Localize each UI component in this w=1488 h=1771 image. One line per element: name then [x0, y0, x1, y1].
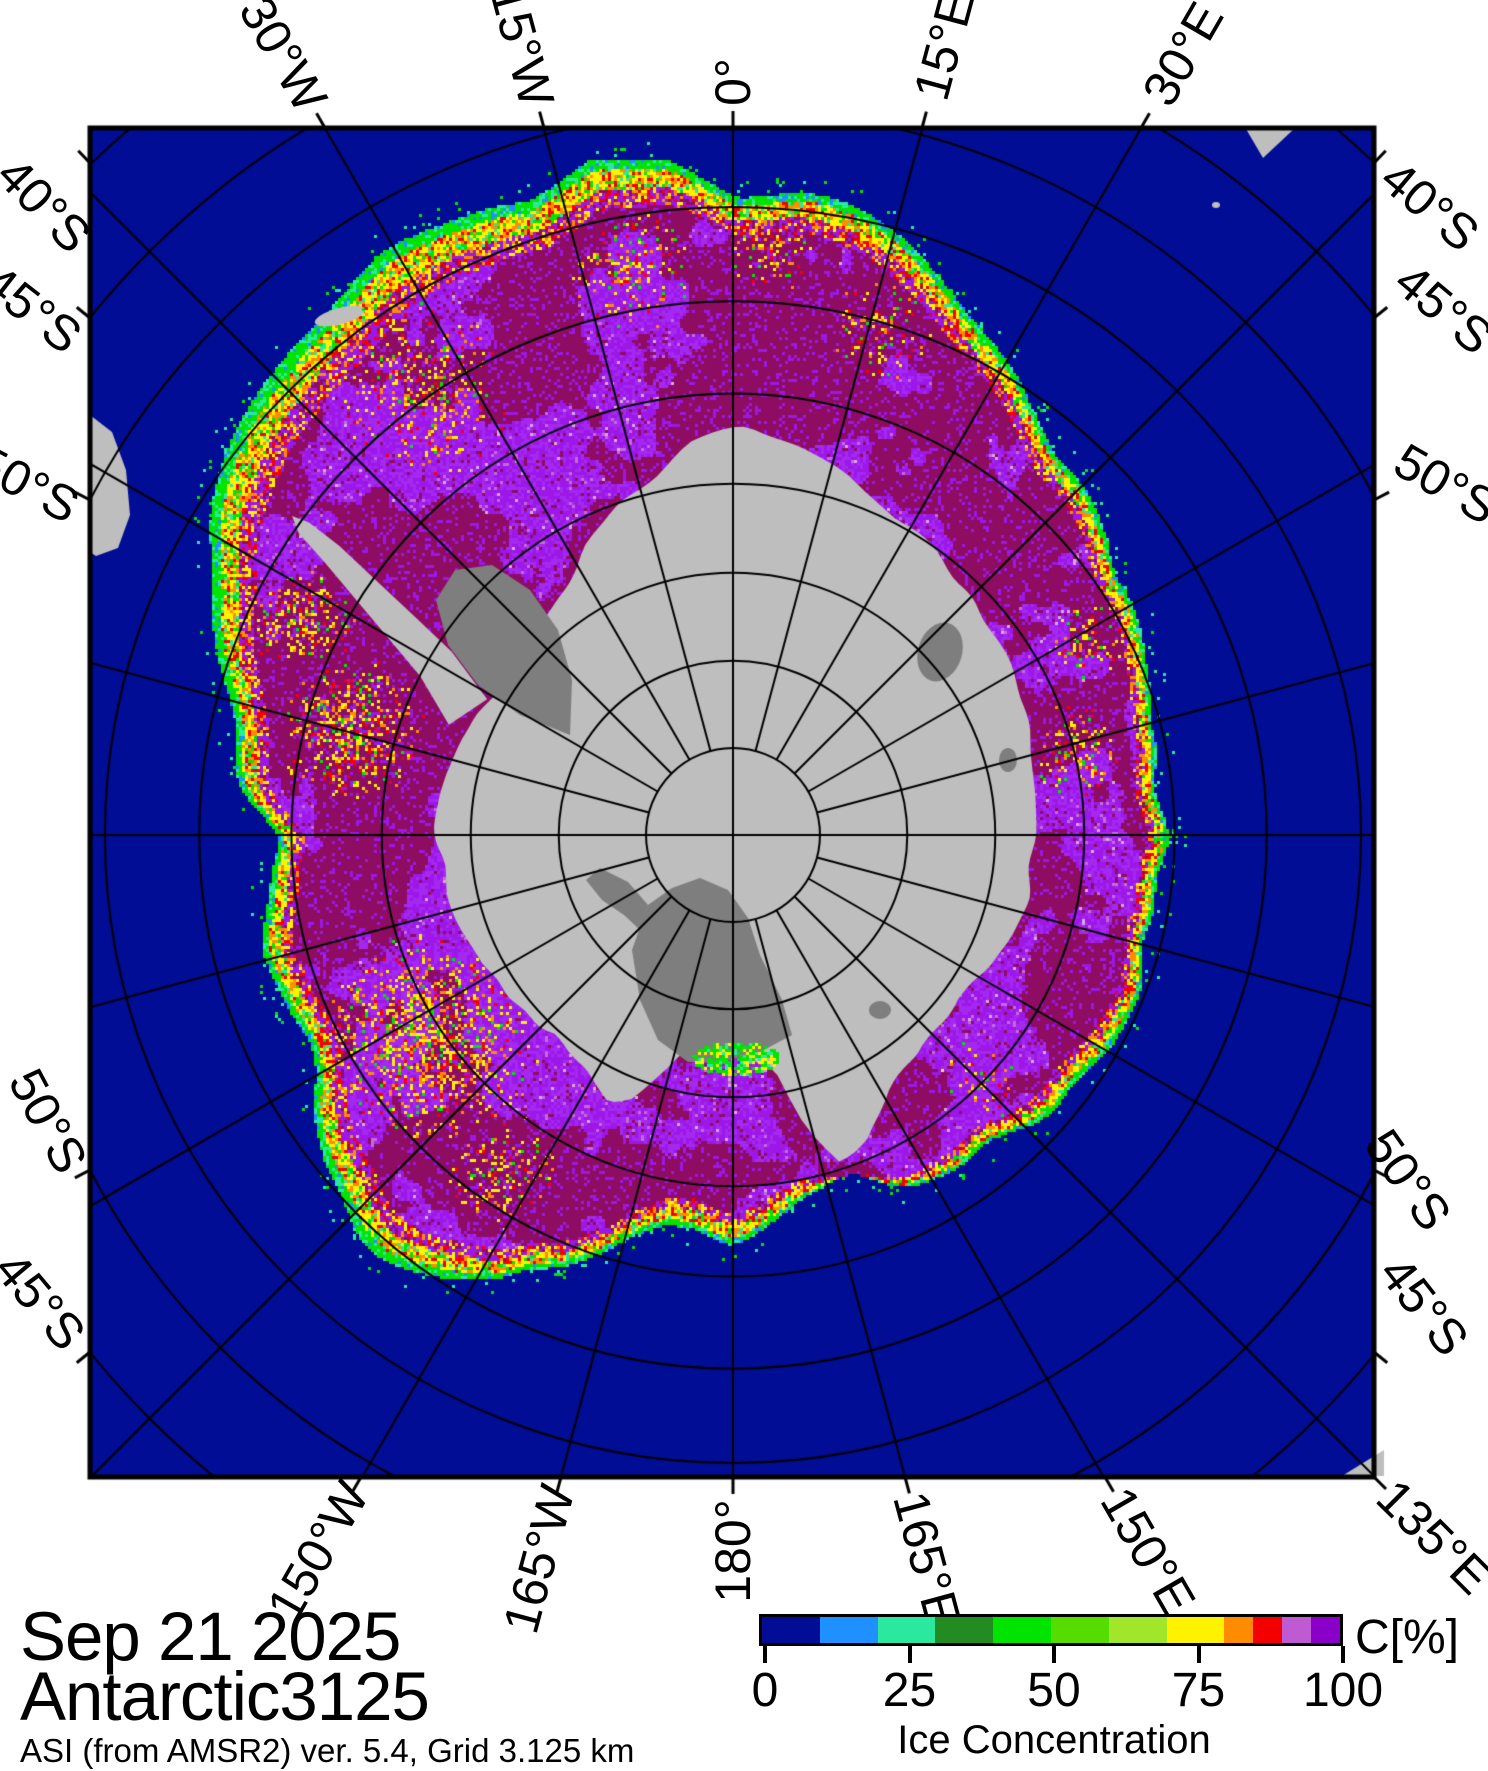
colorbar-segment: [819, 1617, 878, 1643]
colorbar-unit-label: C[%]: [1355, 1611, 1460, 1664]
colorbar-segment: [1108, 1617, 1167, 1643]
colorbar: [759, 1614, 1343, 1646]
date-title: Sep 21 2025: [20, 1598, 401, 1675]
colorbar-segment: [1282, 1617, 1312, 1643]
colorbar-tick: [1196, 1646, 1201, 1663]
colorbar-segment: [935, 1617, 994, 1643]
colorbar-tick: [1052, 1646, 1056, 1663]
colorbar-segment: [1253, 1617, 1283, 1643]
colorbar-segment: [1224, 1617, 1254, 1643]
source-caption: ASI (from AMSR2) ver. 5.4, Grid 3.125 km: [20, 1732, 635, 1769]
colorbar-segment: [1050, 1617, 1109, 1643]
colorbar-axis-title: Ice Concentration: [897, 1718, 1211, 1762]
colorbar-tick-label: 50: [1027, 1664, 1081, 1717]
colorbar-tick-label: 75: [1171, 1664, 1226, 1717]
colorbar-tick-label: 25: [882, 1664, 937, 1717]
colorbar-segment: [1166, 1617, 1225, 1643]
colorbar-tick-label: 100: [1302, 1664, 1384, 1717]
colorbar-segment: [1311, 1617, 1340, 1643]
colorbar-tick: [907, 1646, 912, 1663]
colorbar-segment: [993, 1617, 1051, 1643]
colorbar-tick: [763, 1646, 767, 1663]
colorbar-segment: [762, 1617, 820, 1643]
meridian-label: 0°: [705, 58, 761, 106]
colorbar-tick-label: 0: [751, 1664, 779, 1717]
colorbar-tick: [1341, 1646, 1345, 1663]
colorbar-segment: [877, 1617, 936, 1643]
product-title: Antarctic3125: [20, 1658, 430, 1735]
meridian-label: 180°: [705, 1499, 761, 1603]
